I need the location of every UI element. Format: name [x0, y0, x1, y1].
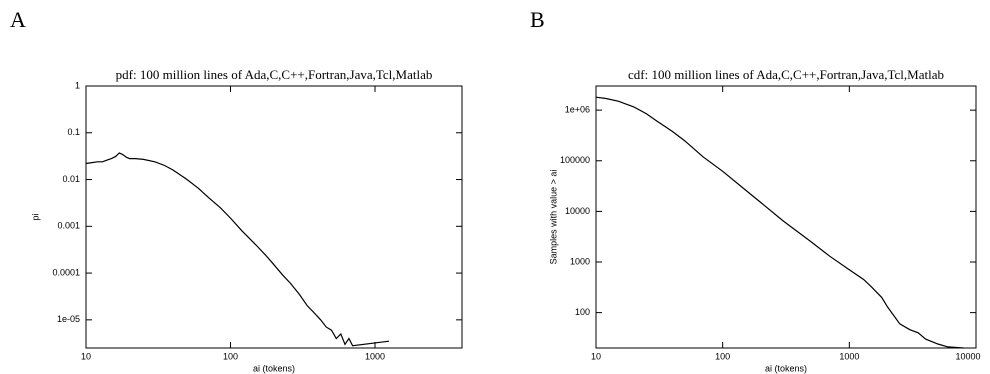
y-axis-label: Samples with value > ai	[548, 170, 558, 265]
x-tick-label: 100	[715, 351, 730, 361]
x-tick-label: 1000	[365, 351, 385, 361]
data-line	[85, 152, 390, 347]
plot-frame	[595, 85, 977, 349]
x-axis-label: ai (tokens)	[765, 363, 807, 373]
y-tick-label: 1	[75, 80, 80, 90]
x-axis-label: ai (tokens)	[253, 363, 295, 373]
plot-frame	[85, 85, 463, 349]
y-tick-label: 1e-05	[57, 314, 80, 324]
y-tick-label: 1000	[570, 256, 590, 266]
panel-label: B	[530, 7, 545, 32]
y-tick-label: 0.01	[62, 174, 80, 184]
y-tick-label: 0.0001	[52, 267, 80, 277]
x-tick-label: 10000	[955, 351, 980, 361]
y-tick-label: 100	[575, 307, 590, 317]
y-tick-label: 100000	[560, 155, 590, 165]
y-axis-label: pi	[30, 213, 40, 220]
data-line	[595, 96, 964, 349]
x-tick-label: 10	[81, 351, 91, 361]
chart-title: cdf: 100 million lines of Ada,C,C++,Fort…	[628, 67, 944, 82]
y-tick-label: 0.1	[67, 127, 80, 137]
y-tick-label: 1e+06	[565, 105, 590, 115]
y-tick-label: 10000	[565, 206, 590, 216]
y-tick-label: 0.001	[57, 221, 80, 231]
x-tick-label: 1000	[839, 351, 859, 361]
x-tick-label: 100	[223, 351, 238, 361]
panel-label: A	[10, 7, 26, 32]
chart-title: pdf: 100 million lines of Ada,C,C++,Fort…	[116, 67, 433, 82]
x-tick-label: 10	[591, 351, 601, 361]
